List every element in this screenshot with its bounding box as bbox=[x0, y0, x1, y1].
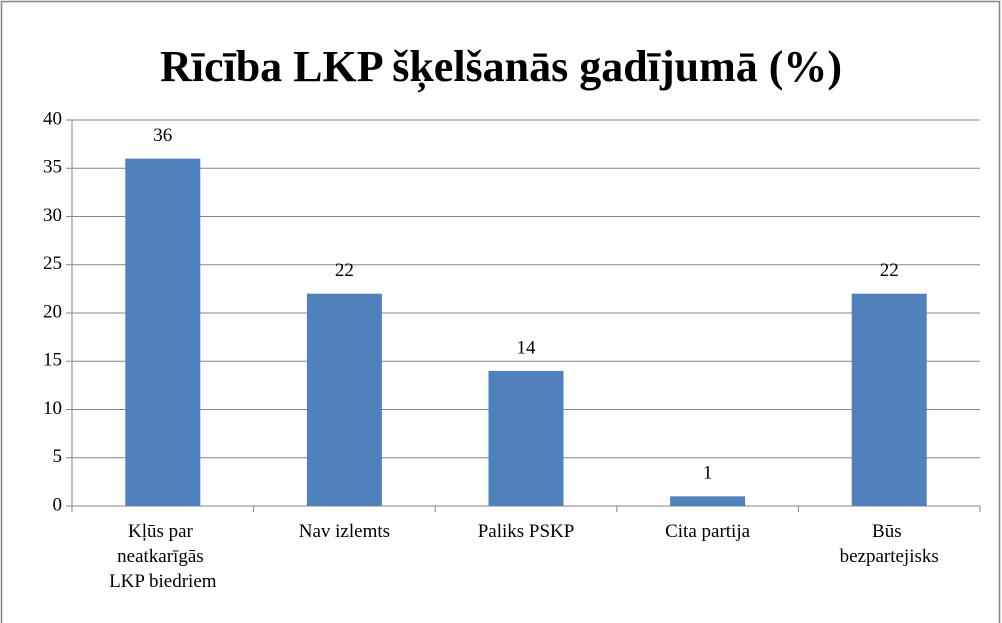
bar bbox=[670, 496, 746, 506]
y-tick-label: 35 bbox=[43, 157, 62, 178]
y-tick-label: 20 bbox=[43, 301, 62, 322]
y-tick-label: 40 bbox=[43, 108, 62, 129]
y-tick-label: 10 bbox=[43, 398, 62, 419]
data-label: 36 bbox=[153, 125, 172, 146]
x-tick-label: Cita partija bbox=[665, 521, 751, 542]
x-tick-label: Nav izlemts bbox=[299, 521, 390, 542]
bar bbox=[488, 370, 564, 506]
data-label: 22 bbox=[335, 260, 354, 281]
x-tick-label: Paliks PSKP bbox=[478, 521, 575, 542]
x-tick-label: Būs bezpartejisks bbox=[840, 521, 939, 567]
data-label: 1 bbox=[703, 463, 713, 484]
data-label: 14 bbox=[517, 337, 537, 358]
y-tick-label: 15 bbox=[43, 350, 62, 371]
y-tick-label: 5 bbox=[53, 446, 63, 467]
x-tick-label: Kļūs par neatkarīgās LKP biedriem bbox=[109, 521, 217, 592]
y-tick-label: 25 bbox=[43, 253, 62, 274]
y-tick-label: 0 bbox=[53, 494, 63, 515]
y-tick-label: 30 bbox=[43, 205, 62, 226]
bar bbox=[306, 293, 382, 506]
data-label: 22 bbox=[880, 260, 899, 281]
bar bbox=[851, 293, 927, 506]
chart-title: Rīcība LKP šķelšanās gadījumā (%) bbox=[160, 42, 842, 93]
bar bbox=[125, 158, 201, 506]
